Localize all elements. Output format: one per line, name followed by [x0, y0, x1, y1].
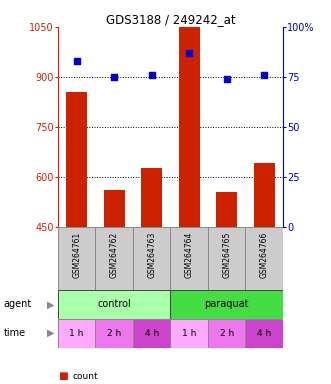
Point [187, 50, 192, 56]
Bar [170, 290, 283, 319]
Bar [133, 227, 170, 290]
Text: time: time [3, 328, 25, 338]
Text: GSM264761: GSM264761 [72, 232, 81, 278]
Text: 1 h: 1 h [182, 329, 196, 338]
Bar [95, 319, 133, 348]
Bar [133, 319, 170, 348]
Text: GSM264763: GSM264763 [147, 232, 156, 278]
Bar [58, 227, 95, 290]
Bar [216, 192, 237, 227]
Bar [254, 163, 274, 227]
Point [149, 72, 154, 78]
Bar [141, 168, 162, 227]
Text: GSM264762: GSM264762 [110, 232, 119, 278]
Text: ▶: ▶ [47, 328, 55, 338]
Text: GSM264765: GSM264765 [222, 232, 231, 278]
Point [261, 72, 267, 78]
Text: 4 h: 4 h [257, 329, 271, 338]
Text: 2 h: 2 h [107, 329, 121, 338]
Text: 1 h: 1 h [70, 329, 84, 338]
Bar [170, 319, 208, 348]
Bar [95, 227, 133, 290]
Bar [208, 227, 246, 290]
Text: control: control [97, 299, 131, 310]
Text: paraquat: paraquat [205, 299, 249, 310]
Bar [66, 92, 87, 227]
Text: 2 h: 2 h [219, 329, 234, 338]
Bar [246, 227, 283, 290]
Text: GSM264766: GSM264766 [260, 232, 269, 278]
Point [224, 76, 229, 82]
Text: ■: ■ [58, 371, 68, 381]
Text: ▶: ▶ [47, 299, 55, 310]
Point [112, 74, 117, 80]
Text: count: count [73, 372, 98, 381]
Text: 4 h: 4 h [145, 329, 159, 338]
Bar [58, 290, 170, 319]
Point [74, 58, 79, 64]
Text: agent: agent [3, 299, 31, 310]
Bar [208, 319, 246, 348]
Bar [58, 319, 95, 348]
Text: GSM264764: GSM264764 [185, 232, 194, 278]
Bar [104, 190, 124, 227]
Bar [179, 27, 200, 227]
Title: GDS3188 / 249242_at: GDS3188 / 249242_at [106, 13, 235, 26]
Bar [246, 319, 283, 348]
Bar [170, 227, 208, 290]
